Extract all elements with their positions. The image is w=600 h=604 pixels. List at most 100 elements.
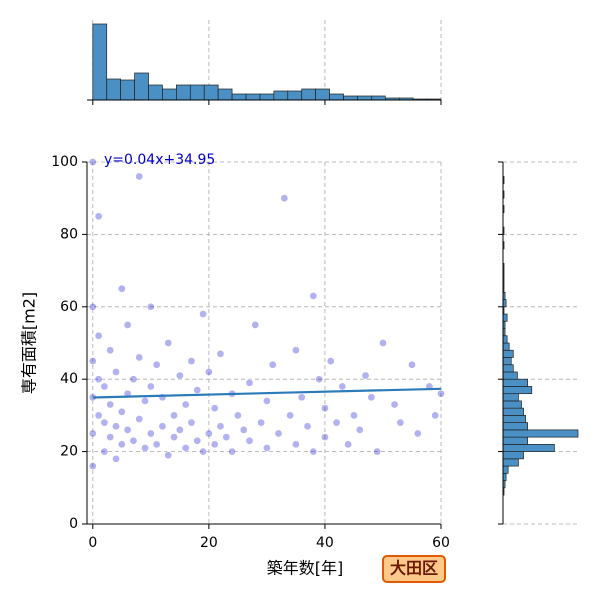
point xyxy=(112,422,120,431)
point xyxy=(106,433,115,441)
histogram-bar xyxy=(176,84,191,101)
point xyxy=(112,368,120,376)
histogram-bar xyxy=(217,88,233,101)
point xyxy=(390,400,399,409)
histogram-bar xyxy=(245,93,261,101)
histogram-bar xyxy=(502,349,514,358)
x-axis-label: 築年数[年] xyxy=(267,559,344,578)
point xyxy=(315,375,323,384)
point xyxy=(245,436,254,445)
point xyxy=(123,426,132,434)
point xyxy=(164,451,173,460)
x-tick-label: 0 xyxy=(88,535,97,551)
y-tick-label: 60 xyxy=(60,299,78,315)
histogram-bar xyxy=(287,90,303,101)
histogram-bar xyxy=(502,313,508,322)
badge: 大田区 xyxy=(390,559,438,578)
regression-label: y=0.04x+34.95 xyxy=(104,152,215,168)
histogram-bar xyxy=(502,422,529,431)
point xyxy=(181,400,190,409)
histogram-bar xyxy=(502,436,529,445)
point xyxy=(129,375,138,384)
point xyxy=(205,429,213,438)
point xyxy=(88,357,97,365)
point xyxy=(321,433,329,441)
point xyxy=(338,382,347,391)
histogram-bar xyxy=(106,78,122,101)
point xyxy=(326,357,335,365)
point xyxy=(199,310,207,318)
point xyxy=(94,375,103,384)
point xyxy=(88,462,97,470)
point xyxy=(106,400,115,409)
point xyxy=(408,360,416,369)
point xyxy=(88,429,97,438)
point xyxy=(251,321,260,329)
point xyxy=(123,321,132,329)
point xyxy=(216,350,225,358)
point xyxy=(135,415,144,423)
point xyxy=(205,368,213,376)
point xyxy=(94,331,103,340)
point xyxy=(129,436,138,445)
point xyxy=(176,371,184,380)
histogram-bar xyxy=(502,407,524,416)
point xyxy=(263,397,271,405)
point xyxy=(181,444,190,452)
histogram-bar xyxy=(231,93,247,101)
point xyxy=(321,404,329,413)
badge-box xyxy=(382,555,446,583)
y-tick-label: 20 xyxy=(60,444,78,460)
histogram-bar xyxy=(273,90,289,101)
point xyxy=(303,422,312,431)
point xyxy=(239,426,248,434)
y-axis-label: 専有面積[m2] xyxy=(20,292,39,394)
point xyxy=(361,371,370,380)
point xyxy=(413,429,422,438)
point xyxy=(152,440,161,449)
point xyxy=(146,302,155,311)
point xyxy=(193,386,202,394)
point xyxy=(141,397,149,405)
point xyxy=(373,447,382,456)
point xyxy=(379,339,387,347)
point xyxy=(106,346,115,355)
point xyxy=(152,360,161,369)
histogram-bar xyxy=(502,357,512,366)
histogram-bar xyxy=(259,93,275,101)
point xyxy=(135,353,144,362)
histogram-bar xyxy=(502,451,524,460)
point xyxy=(117,440,126,449)
y-tick-label: 40 xyxy=(60,371,78,387)
point xyxy=(396,418,405,427)
histogram-bar xyxy=(189,84,205,101)
histogram-bar xyxy=(502,415,526,423)
point xyxy=(332,418,341,427)
point xyxy=(263,444,271,452)
point xyxy=(94,411,103,420)
histogram-bar xyxy=(502,393,519,402)
point xyxy=(222,433,231,441)
point xyxy=(309,292,318,300)
point xyxy=(176,426,184,434)
point xyxy=(286,411,294,420)
point xyxy=(146,429,155,438)
histogram-bar xyxy=(502,335,508,344)
histogram-bar xyxy=(502,458,519,467)
point xyxy=(135,172,144,181)
point xyxy=(245,378,254,387)
point xyxy=(280,194,289,203)
histogram-bar xyxy=(162,88,177,101)
point xyxy=(158,422,167,431)
histogram-bar xyxy=(502,342,510,351)
point xyxy=(367,393,376,402)
histogram-bar xyxy=(134,72,149,101)
point xyxy=(257,418,265,427)
point xyxy=(193,436,202,445)
point xyxy=(437,389,445,398)
point xyxy=(117,407,126,416)
point xyxy=(292,440,300,449)
histogram-bar xyxy=(357,95,372,101)
point xyxy=(355,426,364,434)
